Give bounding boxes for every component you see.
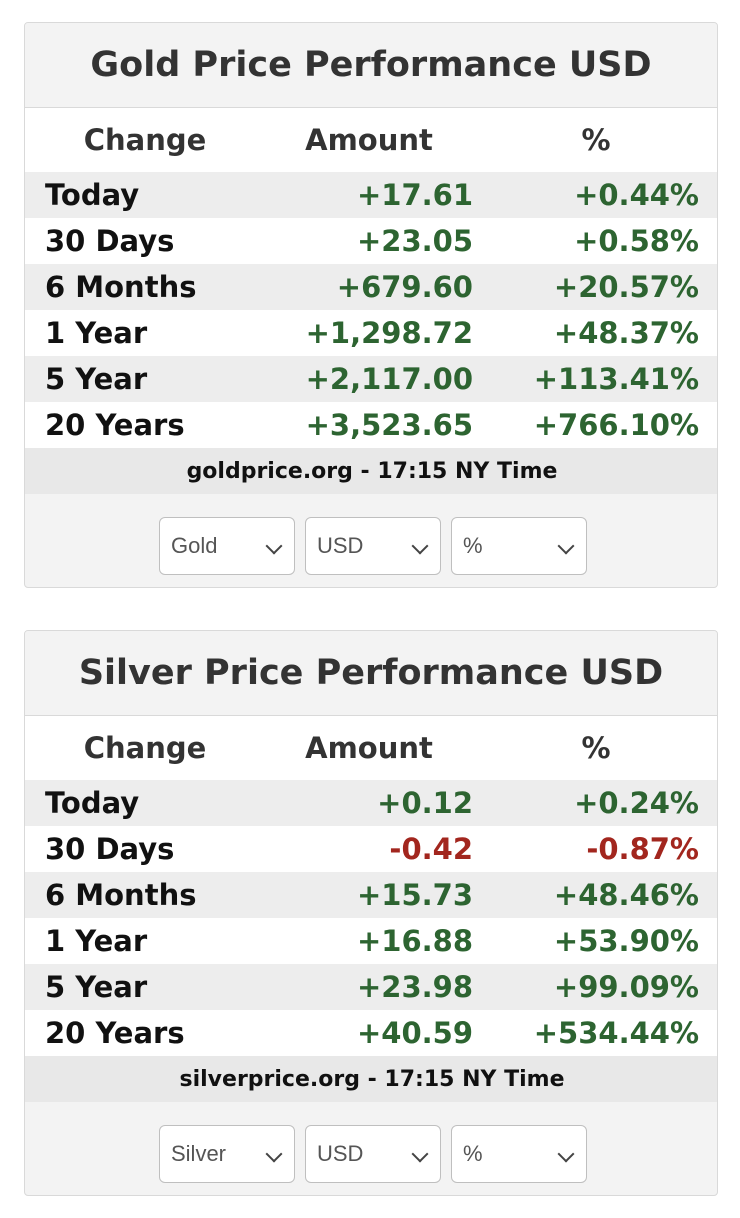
percent-column-header: % [473, 108, 717, 172]
change-percent: +48.37% [473, 310, 717, 356]
currency-select[interactable]: USD [305, 517, 441, 575]
table-row: 20 Years +3,523.65 +766.10% [25, 402, 717, 448]
unit-select[interactable]: % [451, 1125, 587, 1183]
unit-select[interactable]: % [451, 517, 587, 575]
metal-select-value: Silver [171, 1141, 227, 1166]
chevron-down-icon [411, 537, 429, 555]
change-percent: +53.90% [473, 918, 717, 964]
metal-select[interactable]: Gold [159, 517, 295, 575]
change-amount: +16.88 [265, 918, 473, 964]
amount-column-header: Amount [265, 716, 473, 780]
silver-table-header: Change Amount % [25, 716, 717, 780]
gold-panel-title: Gold Price Performance USD [25, 23, 717, 108]
change-amount: +0.12 [265, 780, 473, 826]
silver-performance-panel: Silver Price Performance USD Change Amou… [24, 630, 718, 1196]
change-amount: +17.61 [265, 172, 473, 218]
change-percent: +99.09% [473, 964, 717, 1010]
unit-select-value: % [463, 533, 483, 558]
change-amount: +3,523.65 [265, 402, 473, 448]
silver-table-body: Today +0.12 +0.24% 30 Days -0.42 -0.87% … [25, 780, 717, 1056]
change-percent: +0.58% [473, 218, 717, 264]
source-timestamp: goldprice.org - 17:15 NY Time [25, 448, 717, 494]
table-row: 1 Year +16.88 +53.90% [25, 918, 717, 964]
percent-column-header: % [473, 716, 717, 780]
change-percent: -0.87% [473, 826, 717, 872]
period-label: 20 Years [25, 402, 265, 448]
change-amount: +2,117.00 [265, 356, 473, 402]
period-label: 1 Year [25, 918, 265, 964]
unit-select-value: % [463, 1141, 483, 1166]
chevron-down-icon [265, 537, 283, 555]
table-row: 30 Days +23.05 +0.58% [25, 218, 717, 264]
period-label: 5 Year [25, 964, 265, 1010]
silver-panel-title: Silver Price Performance USD [25, 631, 717, 716]
chevron-down-icon [557, 1145, 575, 1163]
table-row: Today +17.61 +0.44% [25, 172, 717, 218]
change-amount: +23.05 [265, 218, 473, 264]
silver-selector-group: Silver USD % [159, 1125, 587, 1185]
change-percent: +20.57% [473, 264, 717, 310]
change-column-header: Change [25, 716, 265, 780]
metal-select-value: Gold [171, 533, 218, 558]
currency-select[interactable]: USD [305, 1125, 441, 1183]
table-row: 1 Year +1,298.72 +48.37% [25, 310, 717, 356]
period-label: 20 Years [25, 1010, 265, 1056]
change-amount: +1,298.72 [265, 310, 473, 356]
table-row: 5 Year +23.98 +99.09% [25, 964, 717, 1010]
currency-select-value: USD [317, 1141, 364, 1166]
metal-select[interactable]: Silver [159, 1125, 295, 1183]
period-label: 6 Months [25, 872, 265, 918]
period-label: 30 Days [25, 826, 265, 872]
change-amount: +679.60 [265, 264, 473, 310]
period-label: 5 Year [25, 356, 265, 402]
table-row: Today +0.12 +0.24% [25, 780, 717, 826]
gold-performance-panel: Gold Price Performance USD Change Amount… [24, 22, 718, 588]
period-label: Today [25, 780, 265, 826]
chevron-down-icon [265, 1145, 283, 1163]
table-row: 30 Days -0.42 -0.87% [25, 826, 717, 872]
gold-table-footer: goldprice.org - 17:15 NY Time [25, 448, 717, 494]
period-label: Today [25, 172, 265, 218]
gold-table-header: Change Amount % [25, 108, 717, 172]
chevron-down-icon [411, 1145, 429, 1163]
change-percent: +766.10% [473, 402, 717, 448]
gold-performance-table: Change Amount % Today +17.61 +0.44% 30 D… [25, 108, 717, 494]
silver-performance-table: Change Amount % Today +0.12 +0.24% 30 Da… [25, 716, 717, 1102]
change-percent: +0.44% [473, 172, 717, 218]
table-row: 6 Months +679.60 +20.57% [25, 264, 717, 310]
gold-selector-group: Gold USD % [159, 517, 587, 577]
amount-column-header: Amount [265, 108, 473, 172]
change-percent: +534.44% [473, 1010, 717, 1056]
gold-table-body: Today +17.61 +0.44% 30 Days +23.05 +0.58… [25, 172, 717, 448]
change-amount: -0.42 [265, 826, 473, 872]
silver-table-footer: silverprice.org - 17:15 NY Time [25, 1056, 717, 1102]
chevron-down-icon [557, 537, 575, 555]
source-timestamp: silverprice.org - 17:15 NY Time [25, 1056, 717, 1102]
currency-select-value: USD [317, 533, 364, 558]
table-row: 5 Year +2,117.00 +113.41% [25, 356, 717, 402]
period-label: 1 Year [25, 310, 265, 356]
change-percent: +48.46% [473, 872, 717, 918]
period-label: 6 Months [25, 264, 265, 310]
table-row: 20 Years +40.59 +534.44% [25, 1010, 717, 1056]
change-column-header: Change [25, 108, 265, 172]
change-percent: +113.41% [473, 356, 717, 402]
table-row: 6 Months +15.73 +48.46% [25, 872, 717, 918]
change-amount: +40.59 [265, 1010, 473, 1056]
change-percent: +0.24% [473, 780, 717, 826]
change-amount: +15.73 [265, 872, 473, 918]
change-amount: +23.98 [265, 964, 473, 1010]
period-label: 30 Days [25, 218, 265, 264]
